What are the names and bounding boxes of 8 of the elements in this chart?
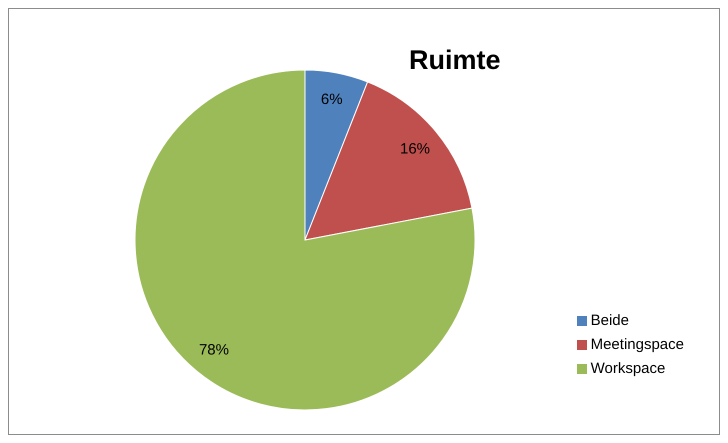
chart-title: Ruimte	[409, 45, 501, 76]
data-label: 78%	[198, 342, 229, 359]
legend-label: Meetingspace	[590, 336, 684, 353]
pie-slice	[134, 70, 476, 410]
legend-label: Beide	[590, 312, 629, 329]
data-label: 6%	[320, 91, 343, 108]
data-label: 16%	[400, 140, 430, 158]
legend-label: Workspace	[590, 360, 666, 377]
